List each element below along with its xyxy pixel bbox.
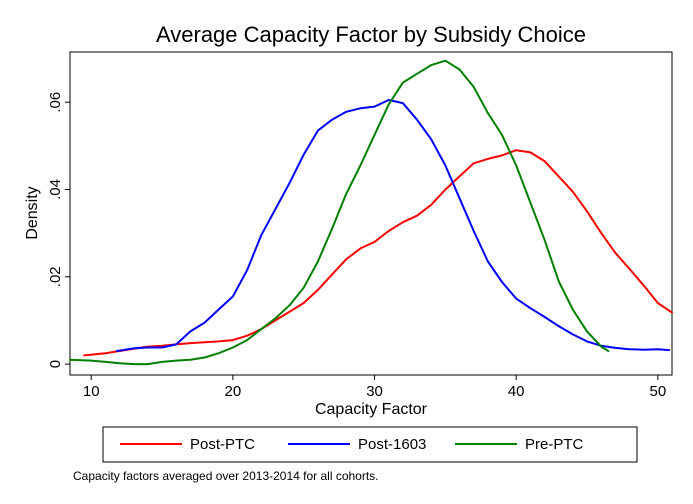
x-tick-label-40: 40 bbox=[508, 383, 525, 400]
y-tick-label-2: .04 bbox=[47, 179, 64, 200]
series-layer bbox=[69, 59, 673, 366]
legend: Post-PTC Post-1603 Pre-PTC bbox=[120, 436, 584, 453]
legend-label-pre-ptc: Pre-PTC bbox=[525, 436, 584, 453]
chart-note: Capacity factors averaged over 2013-2014… bbox=[73, 469, 379, 483]
legend-label-post-ptc: Post-PTC bbox=[190, 436, 255, 453]
x-axis-title: Capacity Factor bbox=[315, 401, 428, 418]
legend-label-post-1603: Post-1603 bbox=[358, 436, 426, 453]
legend-box bbox=[102, 426, 638, 463]
x-tick-label-10: 10 bbox=[83, 383, 100, 400]
series-line-post-1603 bbox=[115, 99, 671, 352]
series-line-post-ptc bbox=[83, 149, 673, 357]
y-axis: 0 .02 .04 .06 bbox=[47, 92, 70, 368]
y-axis-title: Density bbox=[24, 186, 41, 239]
x-tick-label-20: 20 bbox=[225, 383, 242, 400]
chart-title: Average Capacity Factor by Subsidy Choic… bbox=[156, 22, 586, 47]
y-tick-label-0: 0 bbox=[47, 360, 64, 368]
y-tick-label-1: .02 bbox=[47, 266, 64, 287]
x-tick-label-30: 30 bbox=[366, 383, 383, 400]
series-line-pre-ptc bbox=[69, 59, 610, 366]
x-tick-label-50: 50 bbox=[649, 383, 666, 400]
plot-area-frame bbox=[69, 51, 673, 376]
y-tick-label-3: .06 bbox=[47, 92, 64, 113]
x-axis: 10 20 30 40 50 bbox=[83, 375, 666, 400]
